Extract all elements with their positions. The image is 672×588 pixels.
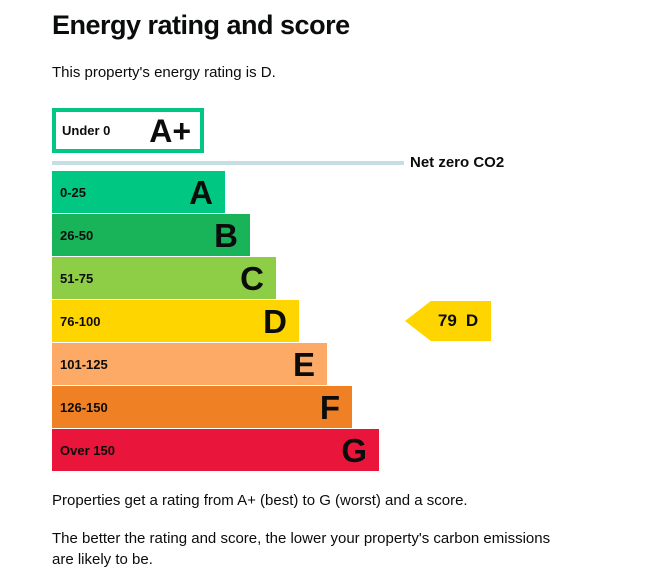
- band-letter: D: [263, 302, 287, 340]
- band-row-d: 76-100 D: [52, 300, 299, 342]
- band-row-f: 126-150 F: [52, 386, 352, 428]
- band-range: 126-150: [60, 399, 108, 415]
- band-letter: G: [341, 431, 367, 469]
- band-letter: A+: [149, 112, 191, 149]
- band-row-g: Over 150 G: [52, 429, 379, 471]
- band-row-a: 0-25 A: [52, 171, 225, 213]
- band-range: Under 0: [62, 123, 111, 138]
- rating-scale-note: Properties get a rating from A+ (best) t…: [52, 492, 468, 509]
- pointer-score: 79: [437, 311, 457, 330]
- band-range: Over 150: [60, 442, 115, 458]
- band-letter: B: [214, 216, 238, 254]
- band-letter: A: [189, 173, 213, 211]
- band-range: 76-100: [60, 313, 101, 329]
- band-row-e: 101-125 E: [52, 343, 327, 385]
- band-range: 0-25: [60, 184, 87, 200]
- page-title: Energy rating and score: [52, 10, 350, 40]
- band-letter: C: [240, 259, 264, 297]
- band-range: 101-125: [60, 356, 108, 372]
- carbon-emissions-note: The better the rating and score, the low…: [52, 530, 551, 568]
- rating-bands: 0-25 A 26-50 B 51-75 C 76-100 D 101-125 E 126-150 F…: [52, 171, 379, 472]
- band-range: 26-50: [60, 227, 94, 243]
- current-rating-pointer: 79 D: [405, 301, 491, 341]
- band-row-b: 26-50 B: [52, 214, 250, 256]
- band-letter: F: [319, 388, 340, 426]
- net-zero-line: [52, 161, 404, 165]
- rating-summary-text: This property's energy rating is D.: [52, 64, 276, 81]
- energy-rating-chart: Under 0 A+ Net zero CO2 0-25 A 26-50 B 51-75…: [52, 108, 622, 478]
- band-range: 51-75: [60, 270, 94, 286]
- pointer-band: D: [465, 311, 479, 330]
- band-letter: E: [292, 345, 315, 383]
- band-row-a-plus: Under 0 A+: [52, 108, 204, 153]
- band-row-c: 51-75 C: [52, 257, 276, 299]
- net-zero-label: Net zero CO2: [410, 154, 505, 171]
